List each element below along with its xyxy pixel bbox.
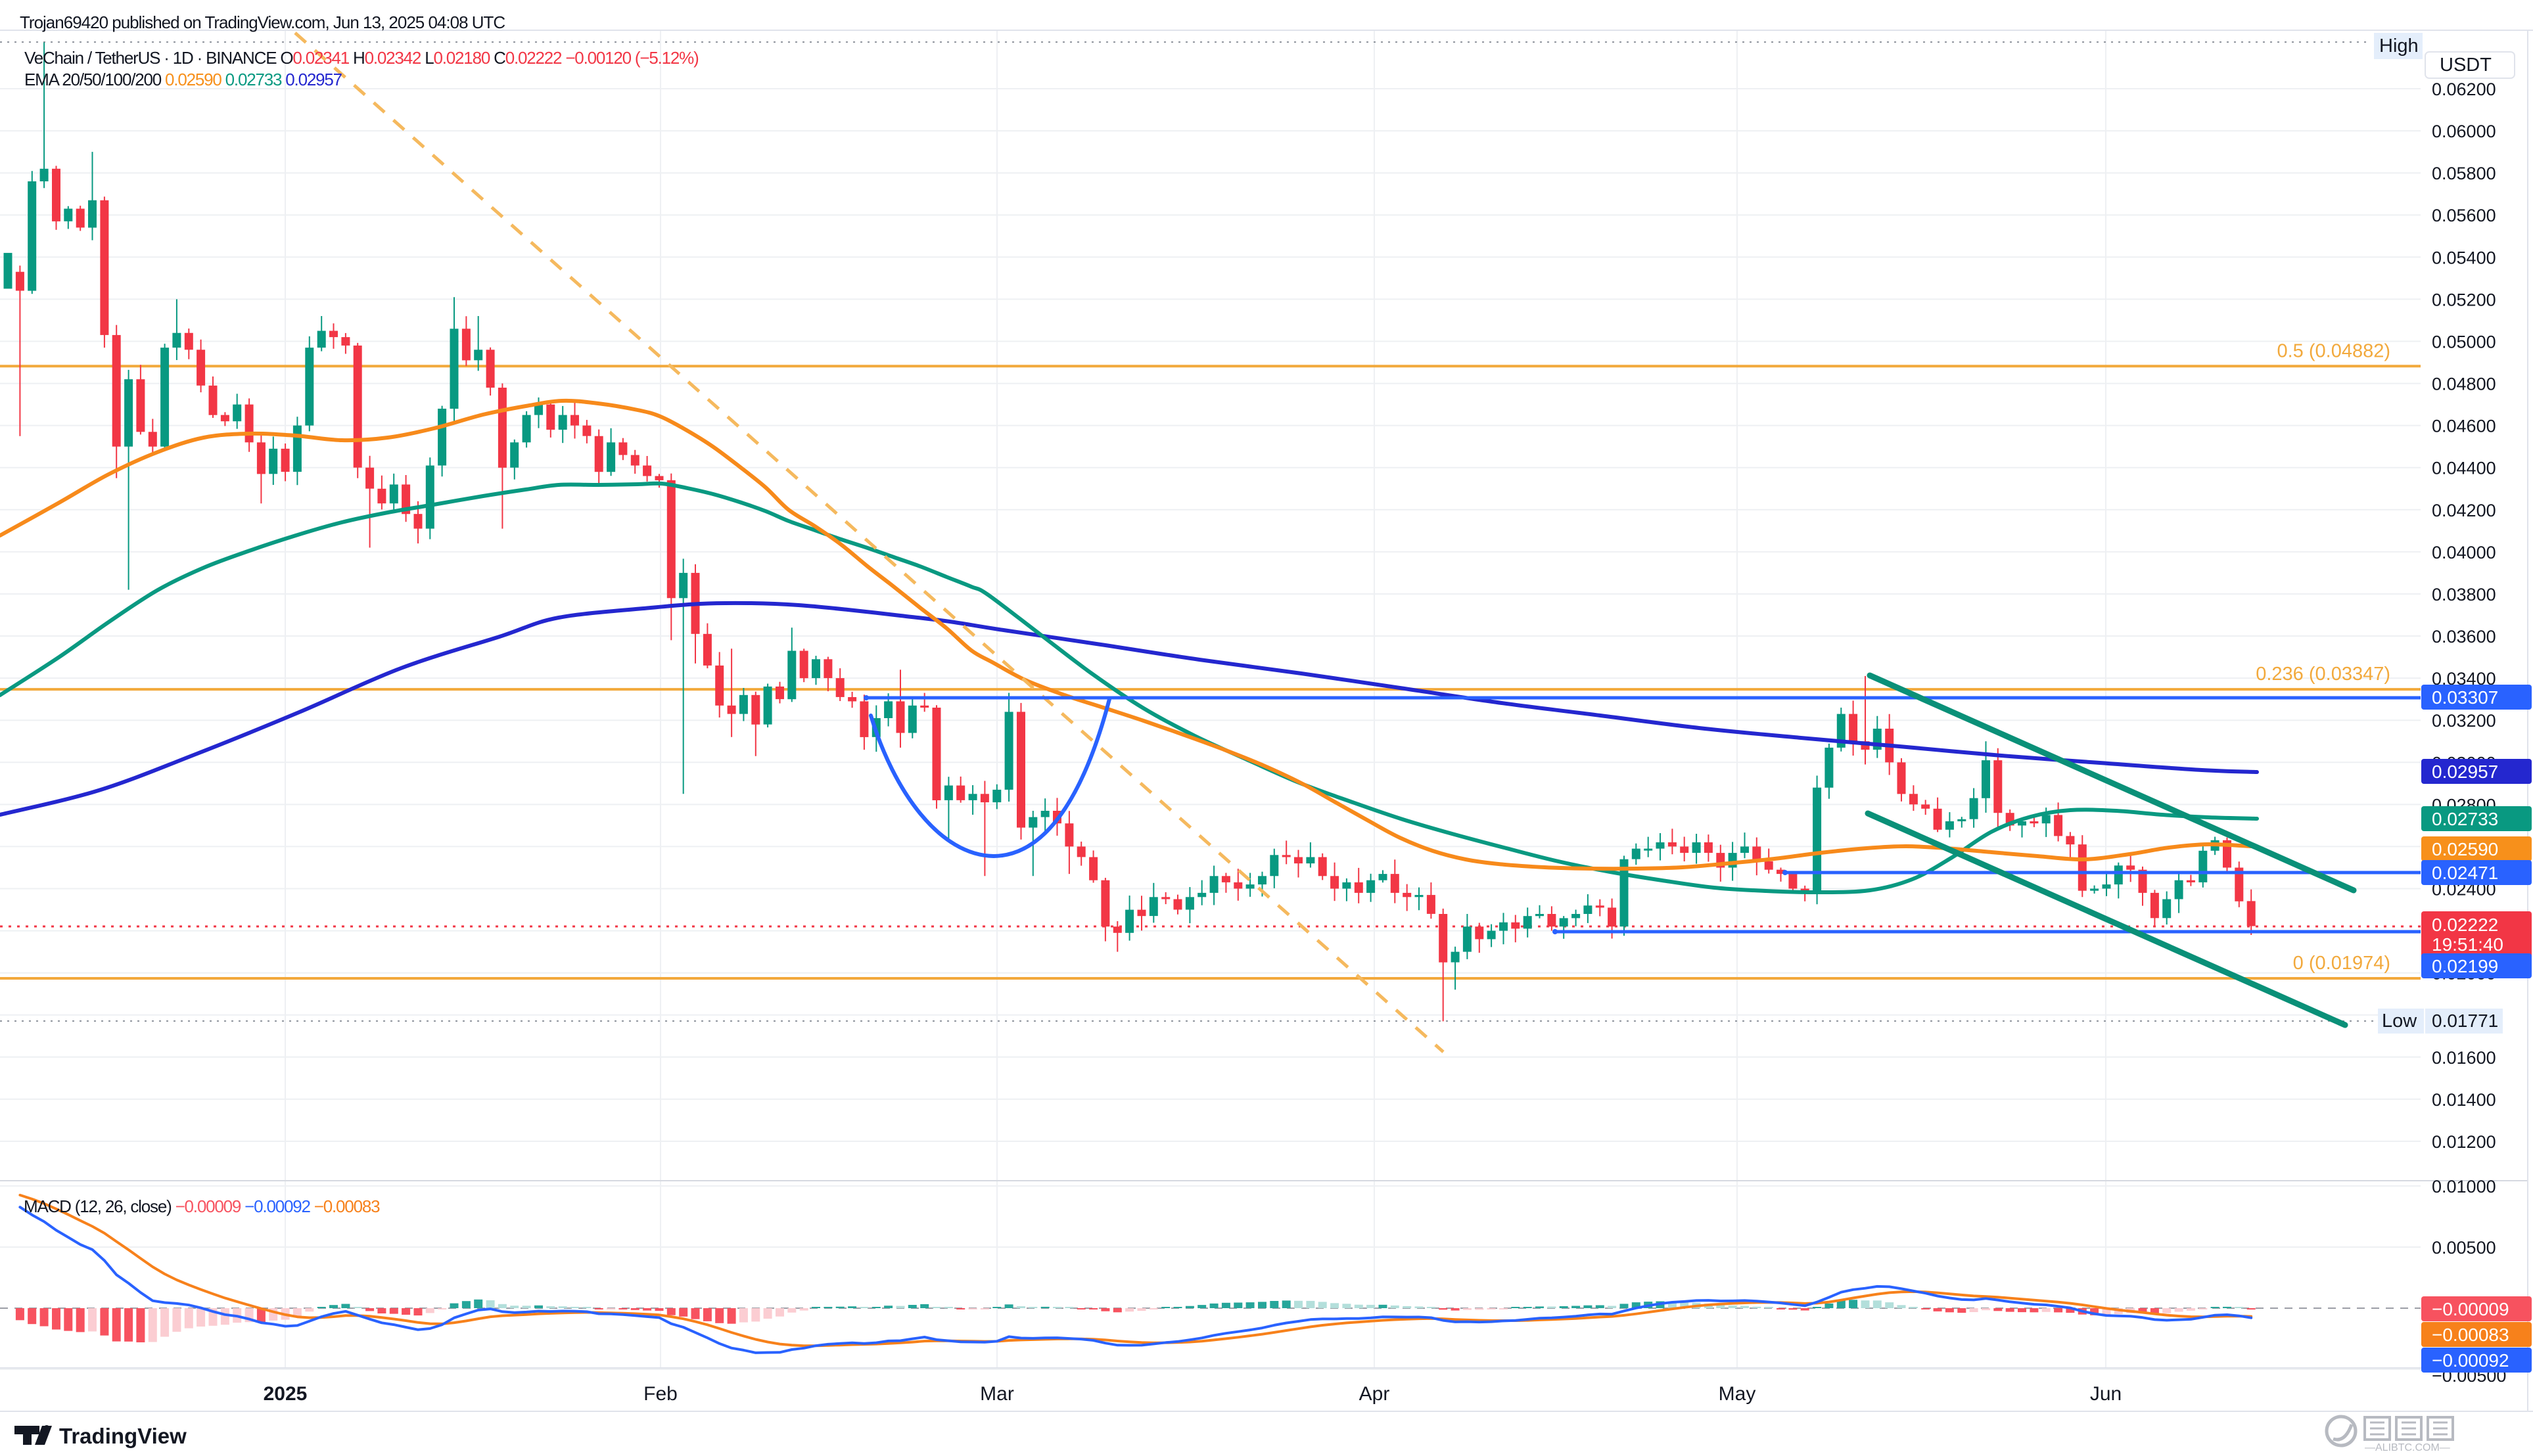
svg-text:0 (0.01974): 0 (0.01974) bbox=[2293, 953, 2390, 974]
svg-text:−0.00083: −0.00083 bbox=[2432, 1325, 2509, 1345]
svg-text:0.02471: 0.02471 bbox=[2432, 863, 2498, 883]
svg-text:0.01400: 0.01400 bbox=[2432, 1090, 2496, 1110]
svg-text:Mar: Mar bbox=[980, 1383, 1014, 1405]
svg-text:2025: 2025 bbox=[264, 1383, 308, 1405]
svg-text:0.04400: 0.04400 bbox=[2432, 459, 2496, 478]
svg-text:0.06200: 0.06200 bbox=[2432, 80, 2496, 99]
svg-text:0.04000: 0.04000 bbox=[2432, 543, 2496, 562]
svg-text:0.02957: 0.02957 bbox=[2432, 762, 2498, 782]
svg-text:0.236 (0.03347): 0.236 (0.03347) bbox=[2256, 664, 2390, 685]
svg-text:−0.00009: −0.00009 bbox=[2432, 1299, 2509, 1319]
svg-text:0.00500: 0.00500 bbox=[2432, 1238, 2496, 1258]
svg-text:0.05800: 0.05800 bbox=[2432, 164, 2496, 183]
svg-text:EMA 20/50/100/200 0.02590: EMA 20/50/100/200 0.02590 0.02733 0.0295… bbox=[24, 70, 342, 89]
svg-text:19:51:40: 19:51:40 bbox=[2432, 934, 2503, 955]
svg-text:0.04600: 0.04600 bbox=[2432, 417, 2496, 436]
svg-text:0.02222: 0.02222 bbox=[2432, 915, 2498, 935]
svg-text:VeChain / TetherUS · 1D · BINA: VeChain / TetherUS · 1D · BINANCE O0.023… bbox=[24, 48, 699, 68]
svg-text:0.02199: 0.02199 bbox=[2432, 956, 2498, 976]
svg-text:Apr: Apr bbox=[1359, 1383, 1390, 1405]
svg-text:Low: Low bbox=[2382, 1011, 2417, 1032]
svg-text:0.03800: 0.03800 bbox=[2432, 585, 2496, 604]
svg-text:MACD (12, 26, close) −0.0000: MACD (12, 26, close) −0.00009 −0.00092 −… bbox=[24, 1196, 380, 1216]
svg-text:—ALIBTC.COM—: —ALIBTC.COM— bbox=[2365, 1442, 2450, 1453]
svg-text:Jun: Jun bbox=[2090, 1383, 2122, 1405]
svg-text:−0.00092: −0.00092 bbox=[2432, 1350, 2509, 1371]
svg-text:0.02733: 0.02733 bbox=[2432, 809, 2498, 829]
svg-text:0.05400: 0.05400 bbox=[2432, 248, 2496, 267]
svg-text:0.03600: 0.03600 bbox=[2432, 627, 2496, 647]
svg-text:May: May bbox=[1719, 1383, 1756, 1405]
svg-text:0.04200: 0.04200 bbox=[2432, 501, 2496, 520]
svg-text:0.5 (0.04882): 0.5 (0.04882) bbox=[2277, 340, 2390, 361]
svg-text:0.05600: 0.05600 bbox=[2432, 206, 2496, 225]
svg-text:USDT: USDT bbox=[2440, 55, 2492, 76]
svg-text:0.01771: 0.01771 bbox=[2432, 1011, 2498, 1031]
svg-text:0.05000: 0.05000 bbox=[2432, 332, 2496, 352]
svg-text:0.03307: 0.03307 bbox=[2432, 687, 2498, 708]
svg-text:0.03200: 0.03200 bbox=[2432, 711, 2496, 731]
svg-text:0.06000: 0.06000 bbox=[2432, 122, 2496, 141]
svg-text:0.01200: 0.01200 bbox=[2432, 1132, 2496, 1152]
svg-text:Trojan69420 published on Tradi: Trojan69420 published on TradingView.com… bbox=[20, 12, 505, 32]
svg-text:0.02590: 0.02590 bbox=[2432, 839, 2498, 859]
svg-text:0.04800: 0.04800 bbox=[2432, 375, 2496, 394]
svg-text:0.05200: 0.05200 bbox=[2432, 290, 2496, 309]
svg-text:Feb: Feb bbox=[643, 1383, 678, 1405]
svg-text:High: High bbox=[2379, 35, 2419, 57]
svg-text:0.01600: 0.01600 bbox=[2432, 1048, 2496, 1068]
svg-text:TradingView: TradingView bbox=[59, 1424, 187, 1448]
svg-text:0.01000: 0.01000 bbox=[2432, 1177, 2496, 1196]
